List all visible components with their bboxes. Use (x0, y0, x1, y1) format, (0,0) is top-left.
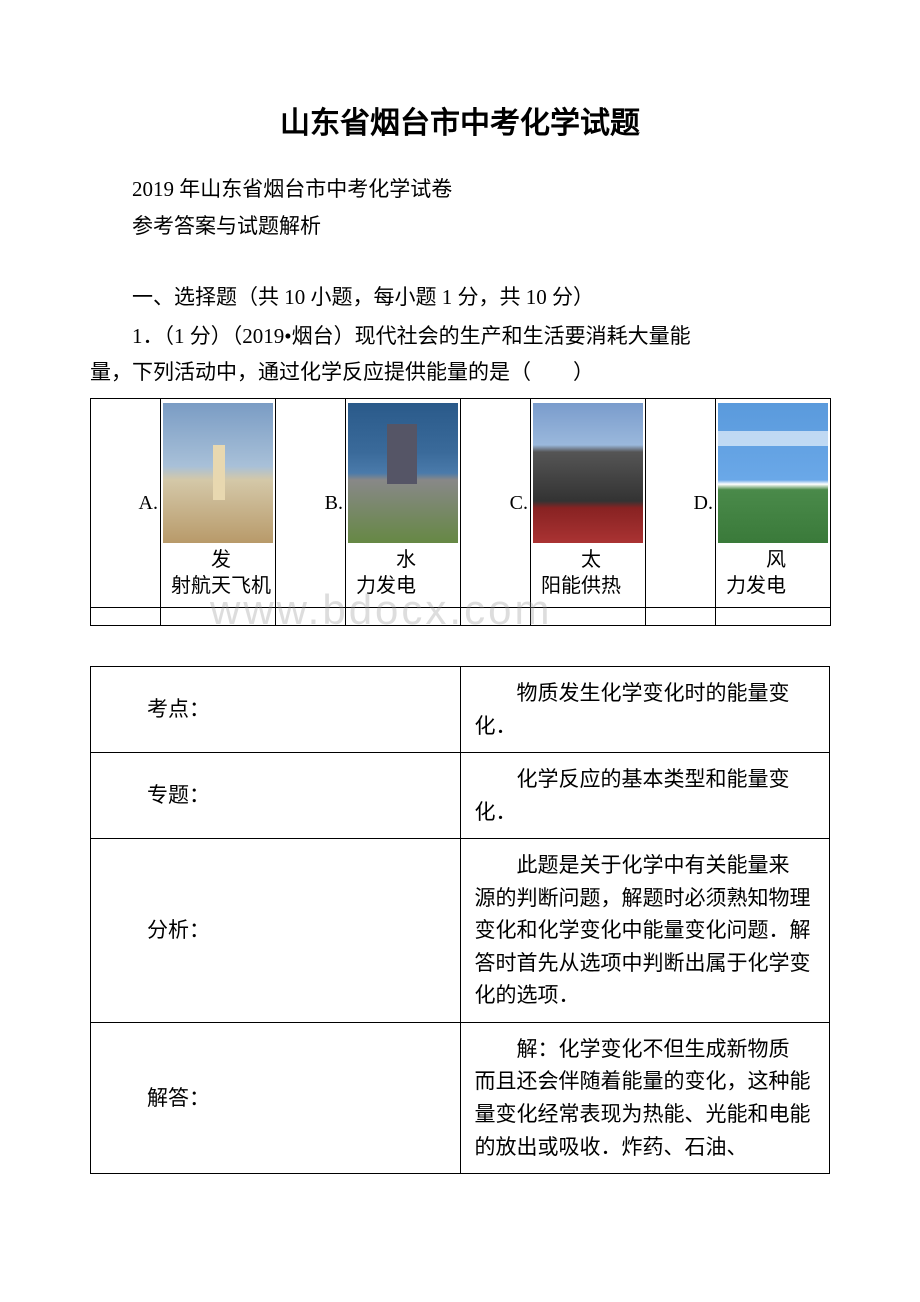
analysis-label-jieda: 解答： (91, 1022, 461, 1173)
section-header: 一、选择题（共 10 小题，每小题 1 分，共 10 分） (90, 281, 830, 315)
analysis-content-jieda: 解：化学变化不但生成新物质而且还会伴随着能量的变化，这种能量变化经常表现为热能、… (460, 1022, 830, 1173)
analysis-row-kaodian: 考点： 物质发生化学变化时的能量变化． (91, 666, 830, 752)
analysis-label-zhuanti: 专题： (91, 753, 461, 839)
analysis-table: 考点： 物质发生化学变化时的能量变化． 专题： 化学反应的基本类型和能量变化． … (90, 666, 830, 1174)
subtitle-line-1: 2019 年山东省烟台市中考化学试卷 (90, 173, 830, 207)
option-d-image (718, 403, 828, 543)
option-b-caption: 水力发电 (348, 543, 458, 603)
option-d-letter: D. (646, 398, 716, 607)
option-c-image (533, 403, 643, 543)
option-a-image (163, 403, 273, 543)
option-b-letter: B. (276, 398, 346, 607)
option-a-caption: 发射航天飞机 (163, 543, 273, 603)
option-d-caption: 风力发电 (718, 543, 828, 603)
option-a-letter: A. (91, 398, 161, 607)
option-c-caption: 太阳能供热 (533, 543, 643, 603)
analysis-label-fenxi: 分析： (91, 839, 461, 1023)
options-table: A. 发射航天飞机 B. 水力发电 C. 太阳能供热 D. (90, 398, 831, 626)
analysis-row-zhuanti: 专题： 化学反应的基本类型和能量变化． (91, 753, 830, 839)
analysis-content-kaodian: 物质发生化学变化时的能量变化． (460, 666, 830, 752)
option-b-cell: 水力发电 (346, 398, 461, 607)
option-d-cell: 风力发电 (716, 398, 831, 607)
option-a-cell: 发射航天飞机 (161, 398, 276, 607)
analysis-label-kaodian: 考点： (91, 666, 461, 752)
options-row: A. 发射航天飞机 B. 水力发电 C. 太阳能供热 D. (91, 398, 831, 607)
options-empty-row (91, 607, 831, 625)
option-c-letter: C. (461, 398, 531, 607)
question-1-line-2: 量，下列活动中，通过化学反应提供能量的是（ ） (90, 356, 830, 390)
option-b-image (348, 403, 458, 543)
subtitle-line-2: 参考答案与试题解析 (90, 210, 830, 244)
option-c-cell: 太阳能供热 (531, 398, 646, 607)
analysis-row-jieda: 解答： 解：化学变化不但生成新物质而且还会伴随着能量的变化，这种能量变化经常表现… (91, 1022, 830, 1173)
question-1-line-1: 1．（1 分）（2019•烟台）现代社会的生产和生活要消耗大量能 (90, 320, 830, 354)
analysis-row-fenxi: 分析： 此题是关于化学中有关能量来源的判断问题，解题时必须熟知物理变化和化学变化… (91, 839, 830, 1023)
page-title: 山东省烟台市中考化学试题 (90, 100, 830, 148)
analysis-content-fenxi: 此题是关于化学中有关能量来源的判断问题，解题时必须熟知物理变化和化学变化中能量变… (460, 839, 830, 1023)
analysis-content-zhuanti: 化学反应的基本类型和能量变化． (460, 753, 830, 839)
